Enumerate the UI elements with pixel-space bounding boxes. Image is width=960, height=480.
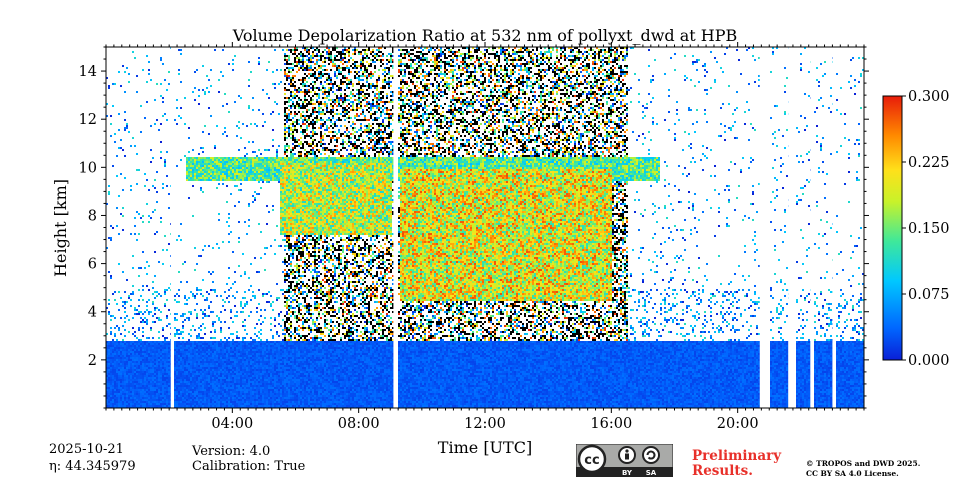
- copyright-line-2: CC BY SA 4.0 License.: [806, 469, 920, 479]
- y-tick-label: 6: [88, 257, 97, 273]
- y-tick-label: 4: [88, 305, 97, 321]
- version-label: Version: 4.0: [192, 444, 270, 459]
- x-axis-label: Time [UTC]: [438, 438, 532, 457]
- sa-label: SA: [646, 469, 657, 477]
- preliminary-results-note: Preliminary Results.: [692, 449, 781, 479]
- y-tick-label: 12: [79, 112, 97, 128]
- calibration-label: Calibration: True: [192, 459, 305, 474]
- data-gap-5: [832, 47, 836, 408]
- y-tick-label: 8: [88, 208, 97, 224]
- y-axis-label: Height [km]: [51, 179, 70, 277]
- heatmap-cells: [106, 47, 864, 408]
- plot-area: [106, 47, 864, 408]
- copyright-line-1: © TROPOS and DWD 2025.: [806, 459, 920, 469]
- x-tick-label: 08:00: [338, 416, 380, 432]
- cc-license-badge: cc BY SA: [576, 444, 673, 477]
- y-tick-label: 2: [88, 353, 97, 369]
- x-tick-label: 20:00: [717, 416, 759, 432]
- preliminary-line-2: Results.: [692, 464, 781, 479]
- colorbar-tick-label: 0.000: [908, 353, 950, 369]
- x-tick-label: 16:00: [590, 416, 632, 432]
- data-gap-0: [170, 47, 174, 408]
- y-tick-label: 14: [79, 64, 97, 80]
- data-gap-3: [788, 47, 795, 408]
- data-gap-4: [810, 47, 814, 408]
- colorbar-tick-label: 0.225: [908, 155, 950, 171]
- cc-icon: cc: [584, 453, 599, 468]
- x-tick-label: 12:00: [464, 416, 506, 432]
- y-tick-label: 10: [79, 160, 97, 176]
- data-gaps: [170, 47, 836, 408]
- data-gap-1: [393, 47, 397, 408]
- colorbar-tick-label: 0.150: [908, 221, 950, 237]
- share-alike-icon: [642, 446, 660, 464]
- colorbar-tick-label: 0.300: [908, 89, 950, 105]
- colorbar-tick-label: 0.075: [908, 287, 950, 303]
- date-label: 2025-10-21: [49, 442, 124, 457]
- by-label: BY: [622, 469, 633, 477]
- colorbar: [882, 95, 903, 361]
- y-axis: 2 4 6 8 10 12 14: [79, 46, 869, 409]
- x-axis: 04:00 08:00 12:00 16:00 20:00: [105, 42, 865, 432]
- chart-title: Volume Depolarization Ratio at 532 nm of…: [232, 26, 738, 45]
- colorbar-ticks: 0.000 0.075 0.150 0.225 0.300: [902, 89, 950, 369]
- data-gap-2: [759, 47, 770, 408]
- eta-label: η: 44.345979: [49, 459, 136, 474]
- x-tick-label: 04:00: [211, 416, 253, 432]
- copyright-note: © TROPOS and DWD 2025. CC BY SA 4.0 Lice…: [806, 459, 920, 479]
- preliminary-line-1: Preliminary: [692, 449, 781, 464]
